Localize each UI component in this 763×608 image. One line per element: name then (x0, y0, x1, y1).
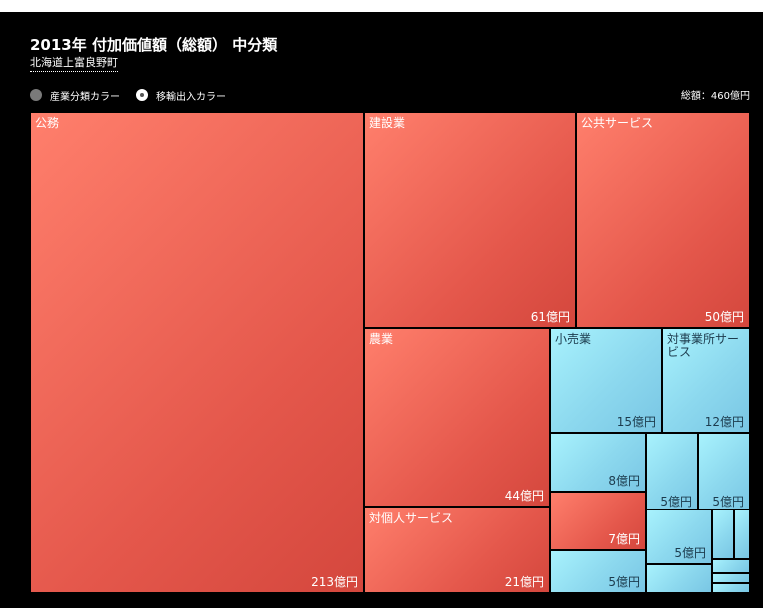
treemap-tile[interactable]: 5億円 (698, 433, 750, 513)
treemap-tile[interactable]: 農業 44億円 (364, 328, 550, 507)
tile-name-label: 対事業所サービス (667, 332, 740, 359)
treemap-tile[interactable]: 建設業 61億円 (364, 112, 576, 328)
trade-color-label: 移輸出入カラー (156, 91, 226, 103)
treemap-tile[interactable]: 8億円 (550, 433, 646, 492)
tile-value-label: 21億円 (504, 575, 544, 589)
tile-value-label: 61億円 (530, 310, 570, 324)
tile-name-label: 小売業 (555, 332, 592, 346)
industry-color-label: 産業分類カラー (50, 91, 120, 103)
top-strip (0, 0, 763, 12)
industry-color-radio[interactable]: 産業分類カラー (30, 88, 120, 103)
tile-value-label: 5億円 (660, 495, 692, 509)
treemap-tile[interactable]: 対個人サービス 21億円 (364, 507, 550, 593)
region-link[interactable]: 北海道上富良野町 (30, 54, 118, 72)
radio-unselected-icon (30, 89, 42, 101)
treemap-tile[interactable]: 小売業 15億円 (550, 328, 662, 433)
tile-name-label: 建設業 (369, 116, 406, 130)
treemap-tile[interactable]: 対事業所サービス 12億円 (662, 328, 750, 433)
treemap-tile[interactable]: 5億円 (550, 550, 646, 593)
total-amount: 総額：460億円 (680, 91, 750, 102)
treemap-tile[interactable] (712, 509, 734, 559)
treemap-tile[interactable] (712, 573, 750, 583)
tile-value-label: 50億円 (704, 310, 744, 324)
treemap-tile[interactable]: 7億円 (550, 492, 646, 550)
tile-value-label: 5億円 (608, 575, 640, 589)
tile-value-label: 213億円 (311, 575, 358, 589)
tile-value-label: 8億円 (608, 474, 640, 488)
tile-value-label: 15億円 (616, 415, 656, 429)
tile-name-label: 対個人サービス (369, 511, 454, 525)
treemap-tile[interactable] (712, 583, 750, 593)
trade-color-radio[interactable]: 移輸出入カラー (136, 88, 226, 103)
tile-value-label: 12億円 (704, 415, 744, 429)
tile-name-label: 公共サービス (581, 116, 654, 130)
tile-value-label: 44億円 (504, 489, 544, 503)
tile-name-label: 農業 (369, 332, 394, 346)
radio-selected-icon (136, 89, 148, 101)
treemap-tile[interactable] (712, 559, 750, 573)
tile-value-label: 5億円 (674, 546, 706, 560)
treemap-tile[interactable] (646, 564, 712, 593)
treemap-tile[interactable]: 5億円 (646, 509, 712, 564)
tile-name-label: 公務 (35, 116, 60, 130)
treemap-tile[interactable] (734, 509, 750, 559)
treemap-tile[interactable]: 公務 213億円 (30, 112, 364, 593)
treemap-tile[interactable]: 5億円 (646, 433, 698, 513)
tile-value-label: 5億円 (712, 495, 744, 509)
tile-value-label: 7億円 (608, 532, 640, 546)
treemap-tile[interactable]: 公共サービス 50億円 (576, 112, 750, 328)
chart-title: 2013年 付加価値額（総額） 中分類 (30, 36, 278, 54)
